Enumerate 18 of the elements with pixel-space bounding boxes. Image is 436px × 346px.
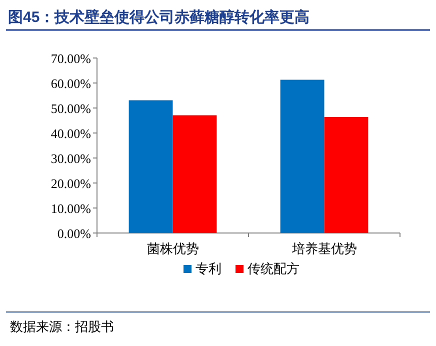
legend-label: 传统配方 xyxy=(248,261,300,276)
y-tick-label: 20.00% xyxy=(50,176,92,191)
x-tick-label: 培养基优势 xyxy=(290,241,357,256)
y-tick-label: 10.00% xyxy=(50,201,92,216)
y-tick-label: 0.00% xyxy=(57,226,92,241)
source-note: 数据来源：招股书 xyxy=(10,319,114,334)
chart-title: 图45：技术壁垒使得公司赤藓糖醇转化率更高 xyxy=(8,8,310,26)
y-tick-label: 50.00% xyxy=(50,101,92,116)
y-tick-label: 40.00% xyxy=(50,126,92,141)
y-tick-label: 60.00% xyxy=(50,76,92,91)
bar xyxy=(324,117,368,233)
bar xyxy=(280,80,324,233)
bar xyxy=(128,100,173,233)
bar xyxy=(172,115,217,233)
y-tick-label: 30.00% xyxy=(50,151,92,166)
x-tick-label: 菌株优势 xyxy=(146,241,199,256)
legend-label: 专利 xyxy=(196,261,222,276)
y-tick-label: 70.00% xyxy=(50,51,92,66)
